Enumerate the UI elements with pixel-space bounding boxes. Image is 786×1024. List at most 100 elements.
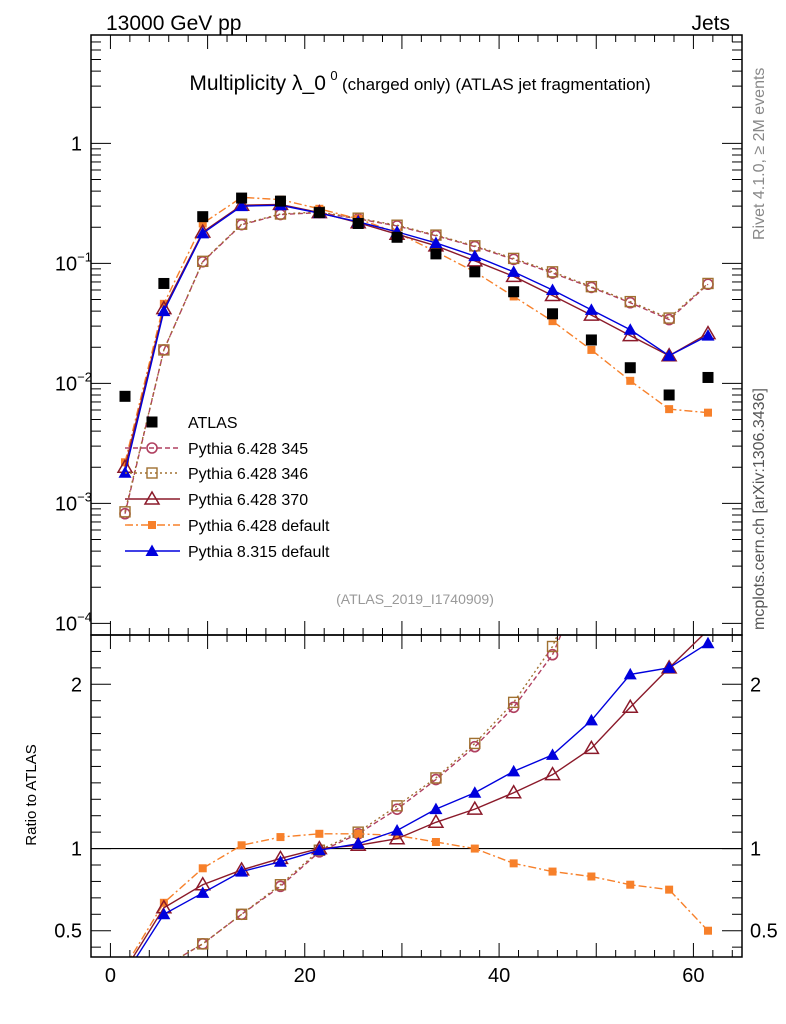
data-point-p345 xyxy=(146,442,158,454)
data-point-p8def xyxy=(390,824,404,836)
data-point-p6def xyxy=(703,926,712,935)
process-label: Jets xyxy=(691,12,730,35)
data-point-p6def xyxy=(587,345,596,354)
y-tick-label: 1 xyxy=(71,133,82,155)
data-point-p6def xyxy=(198,219,207,228)
plot-title: Multiplicity λ_0 0 (charged only) (ATLAS… xyxy=(189,67,650,95)
data-point-p8def xyxy=(468,249,482,262)
series-line-p8def xyxy=(124,204,709,473)
data-point-p6def xyxy=(315,829,324,838)
data-point-p346 xyxy=(119,506,131,518)
series-line-p6def xyxy=(124,196,709,463)
data-point-p8def xyxy=(312,843,326,856)
data-point-p6def xyxy=(665,885,674,894)
data-point-p370 xyxy=(427,813,445,829)
data-point-atlas xyxy=(585,334,597,346)
data-point-p346 xyxy=(197,938,209,950)
series-line-p370 xyxy=(124,203,709,468)
data-point-p6def xyxy=(626,376,635,385)
ratio-frame xyxy=(90,634,743,958)
legend-label-p370: Pythia 6.428 370 xyxy=(188,492,308,509)
title-main: Multiplicity λ_0 xyxy=(189,72,326,95)
main-series-layer xyxy=(116,192,717,520)
data-point-p370 xyxy=(505,784,522,799)
energy-label: 13000 GeV pp xyxy=(106,12,241,35)
data-point-p346 xyxy=(197,255,209,268)
data-point-p6def xyxy=(626,880,635,889)
data-point-atlas xyxy=(430,248,442,260)
data-point-atlas xyxy=(274,195,286,207)
data-point-p6def xyxy=(548,317,557,326)
data-point-p370 xyxy=(583,739,600,755)
data-point-p8def xyxy=(507,265,521,277)
data-point-p8def xyxy=(235,199,249,212)
data-point-atlas xyxy=(236,192,248,204)
data-point-p8def xyxy=(196,226,210,239)
data-point-p6def xyxy=(121,458,130,467)
ratio-line-p6def xyxy=(130,833,709,957)
ratio-y-tick-label-left: 1 xyxy=(71,839,82,861)
ratio-y-tick-label-right: 0.5 xyxy=(750,921,778,943)
ratio-line-p8def xyxy=(135,642,709,957)
y-tick-label: 10−2 xyxy=(55,369,92,395)
data-point-atlas xyxy=(663,389,675,401)
data-point-p346 xyxy=(624,295,636,308)
data-point-p8def xyxy=(118,466,132,478)
data-point-p8def xyxy=(429,236,443,248)
x-tick-label: 20 xyxy=(294,965,316,987)
data-point-p8def xyxy=(507,764,521,777)
data-point-atlas xyxy=(702,371,714,383)
data-point-p8def xyxy=(235,865,249,877)
data-point-p8def xyxy=(145,544,159,556)
data-point-p6def xyxy=(159,898,168,907)
data-point-atlas xyxy=(119,390,131,402)
analysis-id: (ATLAS_2019_I1740909) xyxy=(336,591,494,607)
ratio-y-tick-label-left: 0.5 xyxy=(54,921,82,943)
main-axes: 1 10−1 10−2 10−3 10−4 xyxy=(55,34,742,635)
data-point-p346 xyxy=(585,280,598,293)
y-tick-label: 10−4 xyxy=(55,609,92,635)
legend-label-data: ATLAS xyxy=(188,415,238,432)
data-point-p8def xyxy=(662,661,676,673)
data-point-p8def xyxy=(546,283,560,295)
data-point-p6def xyxy=(148,521,156,529)
data-point-p8def xyxy=(157,304,171,317)
data-point-p346 xyxy=(235,218,248,230)
data-point-atlas xyxy=(624,362,636,374)
data-point-p6def xyxy=(470,844,479,853)
legend-label-p6def: Pythia 6.428 default xyxy=(188,518,330,535)
data-point-p8def xyxy=(662,349,676,361)
x-tick-label: 60 xyxy=(682,965,704,987)
data-point-p6def xyxy=(276,833,285,842)
ratio-y-tick-label-right: 1 xyxy=(750,839,761,861)
x-tick-label: 40 xyxy=(488,965,510,987)
data-point-p370 xyxy=(466,800,484,815)
data-point-p8def xyxy=(701,329,715,341)
data-point-p8def xyxy=(623,667,637,680)
data-point-atlas xyxy=(197,211,209,223)
data-point-p346 xyxy=(469,737,481,750)
data-point-p8def xyxy=(429,802,443,815)
data-point-p6def xyxy=(237,841,246,850)
data-point-p8def xyxy=(273,855,287,867)
data-point-p345 xyxy=(546,648,559,661)
data-point-p8def xyxy=(351,837,365,849)
data-point-p346 xyxy=(507,696,520,709)
ratio-y-tick-label-right: 2 xyxy=(750,674,761,696)
data-point-p6def xyxy=(587,872,596,881)
legend-label-p8def: Pythia 8.315 default xyxy=(188,544,330,561)
data-point-p346 xyxy=(546,266,559,278)
title-superscript: 0 xyxy=(330,68,337,83)
data-point-p370 xyxy=(388,830,406,845)
data-point-atlas xyxy=(391,231,403,243)
rivet-version-label: Rivet 4.1.0, ≥ 2M events xyxy=(751,68,768,240)
data-point-p8def xyxy=(623,323,637,335)
data-point-p6def xyxy=(198,864,207,873)
data-point-atlas xyxy=(352,217,364,229)
data-point-p8def xyxy=(468,786,482,798)
data-point-p6def xyxy=(509,859,518,868)
data-point-atlas xyxy=(469,266,481,278)
data-point-p8def xyxy=(701,636,715,649)
